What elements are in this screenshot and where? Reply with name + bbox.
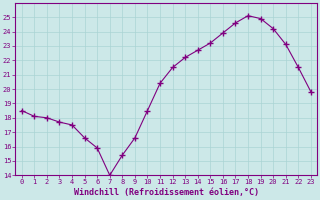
X-axis label: Windchill (Refroidissement éolien,°C): Windchill (Refroidissement éolien,°C) [74, 188, 259, 197]
